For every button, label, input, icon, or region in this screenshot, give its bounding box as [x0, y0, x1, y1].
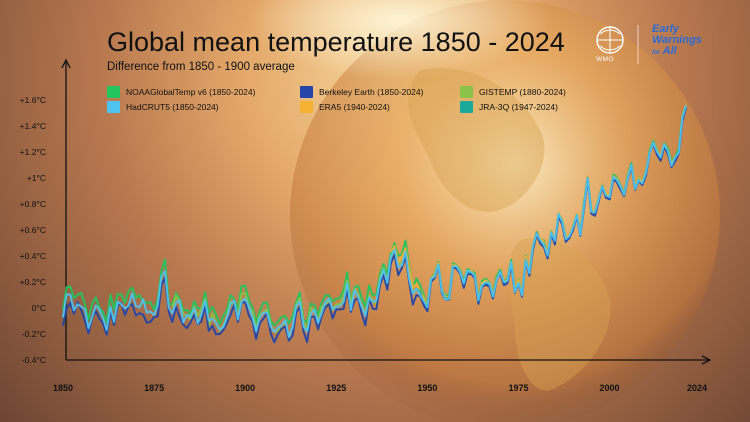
legend-label: JRA-3Q (1947-2024): [479, 102, 558, 112]
legend-item: NOAAGlobalTemp v6 (1850-2024): [107, 86, 255, 98]
y-tick-label: -0.4°C: [22, 355, 46, 365]
legend-label: HadCRUT5 (1850-2024): [126, 102, 219, 112]
y-tick-label: +0.8°C: [20, 199, 46, 209]
legend-swatch: [107, 101, 120, 113]
legend-swatch: [107, 86, 120, 98]
x-tick-label: 1875: [144, 383, 164, 393]
legend-label: GISTEMP (1880-2024): [479, 87, 566, 97]
legend-item: JRA-3Q (1947-2024): [460, 101, 558, 113]
wmo-label: WMO: [596, 56, 615, 63]
x-tick-label: 2024: [687, 383, 707, 393]
legend-label: ERA5 (1940-2024): [319, 102, 390, 112]
ew-line2: Warnings: [652, 34, 702, 46]
ew-for: for: [652, 50, 660, 56]
ew-line1: Early: [652, 23, 679, 35]
legend-label: NOAAGlobalTemp v6 (1850-2024): [126, 87, 256, 97]
logo-graphics: [596, 25, 639, 64]
legend-swatch: [460, 101, 473, 113]
continent-shape: [508, 238, 611, 391]
chart-title: Global mean temperature 1850 - 2024: [107, 27, 565, 57]
early-warnings-logo: Early Warnings for All: [652, 24, 702, 59]
continent-shape: [408, 68, 545, 212]
legend-item: HadCRUT5 (1850-2024): [107, 101, 219, 113]
series-line: [415, 107, 688, 309]
y-tick-label: +1.4°C: [20, 121, 46, 131]
globe-shape: [290, 0, 720, 422]
sun-glow: [250, 0, 550, 80]
y-axis-arrow: [61, 58, 71, 69]
ew-line3: for All: [652, 46, 702, 59]
x-tick-label: 1950: [417, 383, 437, 393]
y-tick-label: +1.6°C: [20, 95, 46, 105]
x-tick-label: 2000: [600, 383, 620, 393]
series-line: [62, 105, 688, 339]
y-tick-label: -0.2°C: [22, 329, 46, 339]
legend-swatch: [460, 86, 473, 98]
chart-subtitle: Difference from 1850 - 1900 average: [107, 61, 295, 73]
legend-label: Berkeley Earth (1850-2024): [319, 87, 424, 97]
y-tick-label: 0°C: [32, 303, 46, 313]
y-tick-label: +1°C: [27, 173, 46, 183]
x-tick-label: 1925: [326, 383, 346, 393]
logos: WMO Early Warnings for All: [592, 22, 742, 72]
legend-swatch: [300, 101, 313, 113]
x-tick-label: 1975: [508, 383, 528, 393]
legend-swatch: [300, 86, 313, 98]
y-tick-label: +0.6°C: [20, 225, 46, 235]
wmo-wreath-icon: [597, 27, 623, 53]
legend-item: Berkeley Earth (1850-2024): [300, 86, 423, 98]
ew-all: All: [662, 45, 677, 57]
x-axis-arrow: [701, 355, 712, 365]
legend-item: ERA5 (1940-2024): [300, 101, 390, 113]
y-tick-label: +1.2°C: [20, 147, 46, 157]
x-tick-label: 1900: [235, 383, 255, 393]
y-tick-label: +0.2°C: [20, 277, 46, 287]
x-tick-label: 1850: [53, 383, 73, 393]
legend-item: GISTEMP (1880-2024): [460, 86, 566, 98]
y-tick-label: +0.4°C: [20, 251, 46, 261]
